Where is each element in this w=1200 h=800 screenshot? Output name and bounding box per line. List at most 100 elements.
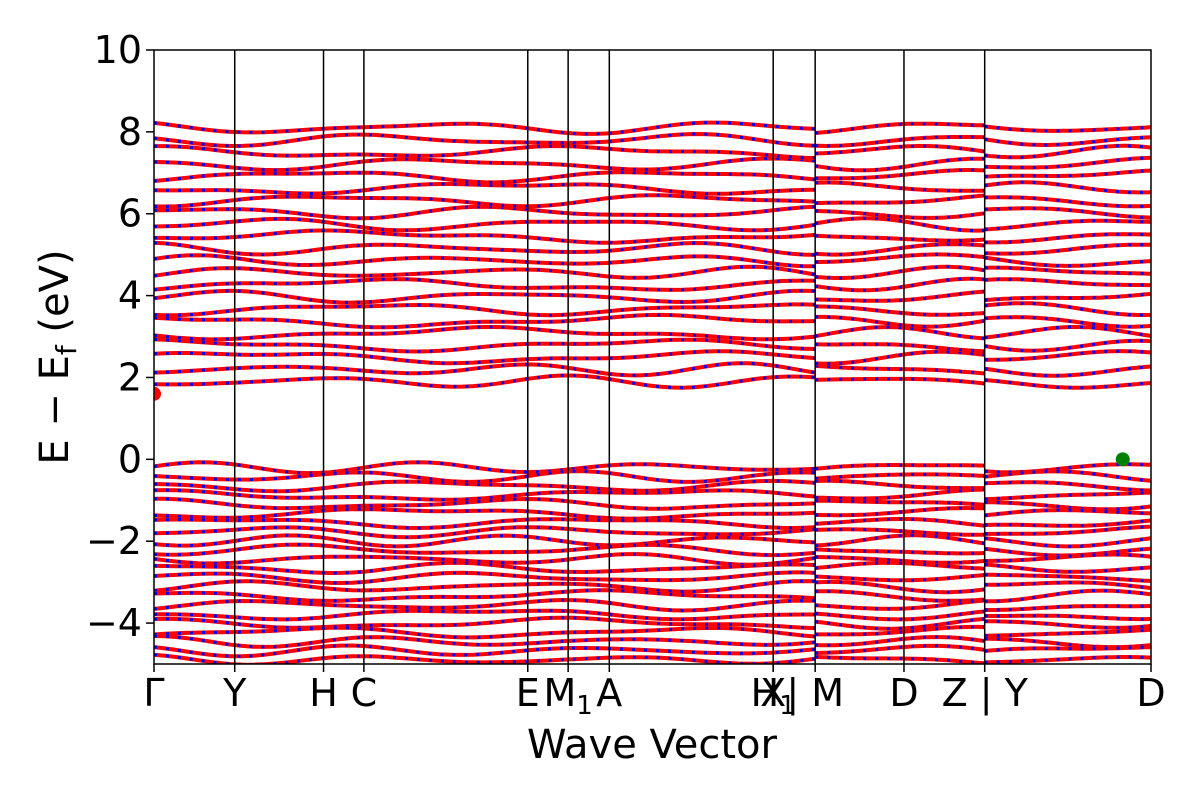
conduction-band [984, 265, 1151, 276]
valence-band-dots [815, 561, 985, 571]
conduction-band-dots [154, 374, 816, 390]
valence-band [154, 608, 816, 622]
conduction-band-dots [815, 242, 985, 257]
conduction-band-dots [154, 217, 816, 232]
conduction-band [984, 143, 1151, 160]
conduction-band-dots [154, 349, 816, 365]
conduction-band [984, 364, 1151, 378]
valence-band [984, 562, 1151, 574]
conduction-band [154, 144, 816, 160]
conduction-band [984, 325, 1151, 340]
x-axis: Γ Y H C E M1 A XH1| M D Z | Y D [143, 664, 1166, 721]
conduction-band [154, 349, 816, 366]
conduction-band [984, 242, 1151, 256]
x-tick-label: E [516, 671, 540, 715]
conduction-band [984, 195, 1151, 209]
conduction-band [154, 131, 816, 149]
conduction-band [984, 135, 1151, 147]
valence-band-dots [154, 570, 816, 585]
conduction-band [154, 253, 816, 269]
conduction-band [984, 378, 1151, 390]
y-axis-label: E − Ef (eV) [32, 249, 83, 464]
x-tick-label: Γ [143, 671, 164, 715]
valence-band-dots [154, 588, 816, 603]
conduction-band [984, 232, 1151, 245]
y-tick-label: −2 [86, 519, 142, 563]
conduction-band-dots [815, 342, 985, 353]
conduction-band [984, 218, 1151, 232]
valence-band [984, 619, 1151, 630]
valence-band [984, 572, 1151, 583]
y-axis: −4 −2 0 2 4 6 8 10 [86, 28, 154, 645]
x-tick-label: C [351, 671, 378, 715]
valence-band [984, 552, 1151, 563]
conduction-band [984, 255, 1151, 268]
valence-band [984, 580, 1151, 590]
valence-band-dots [154, 561, 816, 575]
conduction-band-dots [154, 265, 816, 280]
valence-band [984, 490, 1151, 502]
x-tick-label: | M [786, 671, 844, 716]
conduction-band-dots [154, 241, 816, 257]
valence-band-dots [154, 525, 816, 539]
valence-band-dots [154, 598, 816, 613]
valence-band [984, 655, 1151, 664]
valence-band [984, 469, 1151, 483]
x-tick-label: H [309, 671, 338, 715]
valence-band [984, 604, 1151, 612]
conduction-band-dots [815, 209, 985, 220]
conduction-band [154, 120, 816, 136]
valence-band [154, 542, 816, 558]
valence-band-dots [815, 499, 985, 507]
valence-band-dots [154, 488, 816, 502]
x-tick-label: Z | Y [942, 671, 1029, 716]
valence-band-dots [815, 635, 985, 647]
conduction-band [154, 325, 816, 342]
valence-band-dots [154, 634, 816, 649]
valence-band-dots [154, 643, 816, 658]
conduction-band-dots [154, 325, 816, 341]
conduction-band [154, 170, 816, 185]
x-axis-label: Wave Vector [527, 722, 778, 768]
valence-band-dots [154, 626, 816, 639]
valence-band-dots [154, 653, 816, 664]
valence-band-dots [815, 479, 985, 490]
conduction-band-dots [154, 132, 816, 148]
valence-band-dots [154, 497, 816, 511]
conduction-band-dots [154, 205, 816, 220]
valence-band [984, 627, 1151, 638]
x-tick-label: D [889, 671, 918, 715]
valence-band [154, 579, 816, 594]
valence-band-dots [815, 589, 985, 603]
conduction-band-dots [154, 313, 816, 329]
conduction-band [984, 206, 1151, 220]
conduction-band [984, 291, 1151, 303]
valence-band-dots [154, 543, 816, 557]
valence-band-dots [815, 580, 985, 594]
valence-band-dots [815, 644, 985, 655]
conduction-band-dots [154, 361, 816, 377]
conduction-band-dots [154, 182, 816, 196]
valence-band [984, 500, 1151, 512]
valence-band-dots [815, 463, 985, 471]
conduction-band-dots [154, 289, 816, 305]
high-symmetry-lines [233, 50, 986, 664]
conduction-band-dots [815, 265, 985, 280]
valence-band-dots [154, 469, 816, 484]
valence-band [984, 588, 1151, 604]
valence-band-dots [154, 517, 816, 530]
x-tick-label: H1 [751, 671, 796, 721]
conduction-band-dots [815, 315, 985, 329]
conduction-band-dots [815, 135, 985, 148]
conduction-band-dots [815, 304, 985, 317]
conduction-band [984, 155, 1151, 170]
conduction-band-dots [154, 253, 816, 268]
valence-band [984, 645, 1151, 653]
valence-band [984, 518, 1151, 528]
valence-band-dots [815, 555, 985, 565]
conduction-band-dots [814, 325, 985, 340]
y-tick-label: 0 [118, 437, 142, 481]
valence-band [984, 508, 1151, 518]
valence-band-dots [154, 533, 816, 548]
